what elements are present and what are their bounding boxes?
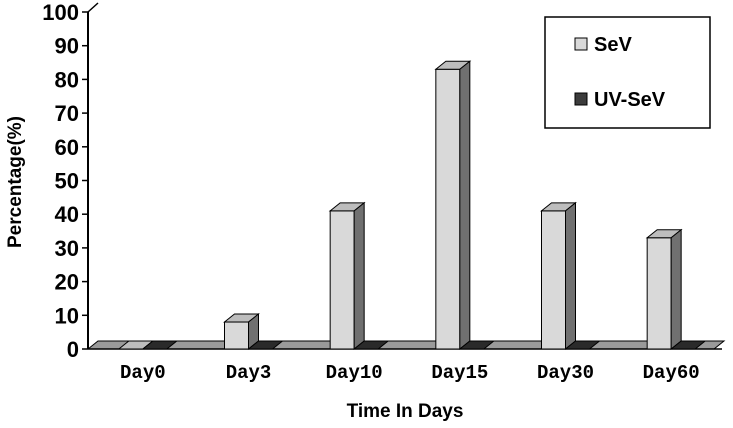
y-ticks: 0 10 20 30 40 50 60 70 80 90 100	[42, 0, 88, 362]
legend-label-sev: SeV	[594, 34, 632, 56]
y-axis-back-line	[87, 2, 99, 13]
y-tick-label: 70	[55, 101, 79, 126]
bar-side	[459, 60, 471, 351]
bar-uv-sev-day60	[669, 340, 707, 350]
y-tick-label: 10	[55, 303, 79, 328]
bars	[117, 60, 707, 351]
bar-front	[541, 210, 566, 350]
bar-front	[329, 210, 355, 350]
y-tick-label: 60	[55, 135, 79, 160]
bar-top	[669, 340, 707, 350]
y-tick-label: 80	[55, 67, 79, 92]
chart-floor	[86, 340, 726, 350]
x-tick-label: Day10	[326, 362, 383, 384]
y-tick-label: 20	[55, 270, 79, 295]
y-tick-label: 30	[55, 236, 79, 261]
bar-uv-sev-day15	[458, 340, 496, 350]
bar-front	[435, 68, 461, 350]
bar-top	[247, 340, 284, 350]
legend: SeV UV-SeV	[544, 16, 711, 129]
bar-sev-day60	[645, 228, 683, 351]
bar-front	[224, 321, 249, 350]
bar-uv-sev-day30	[564, 340, 601, 350]
x-tick-label: Day3	[226, 362, 272, 384]
bar-uv-sev-day3	[247, 340, 284, 350]
x-axis-title: Time In Days	[347, 401, 464, 422]
bar-top	[352, 340, 390, 350]
y-tick-label: 100	[42, 0, 79, 25]
bar-top	[458, 340, 496, 350]
y-tick-label: 90	[55, 34, 79, 59]
y-tick-label: 0	[67, 337, 79, 362]
bar-front	[646, 237, 672, 350]
bar-side	[565, 201, 576, 351]
x-tick-label: Day0	[120, 362, 166, 384]
legend-box	[544, 16, 711, 129]
bar-sev-day3	[223, 312, 260, 351]
bar-top	[141, 340, 179, 350]
bar-uv-sev-day0	[141, 340, 179, 350]
x-tick-label: Day60	[643, 362, 700, 384]
legend-label-uv-sev: UV-SeV	[594, 89, 666, 111]
bar-uv-sev-day10	[352, 340, 390, 350]
bar-sev-day30	[540, 201, 577, 351]
y-tick-label: 40	[55, 202, 79, 227]
bar-sev-day15	[434, 60, 472, 351]
bar-sev-day10	[328, 201, 366, 351]
x-ticks: Day0 Day3 Day10 Day15 Day30 Day60	[120, 362, 700, 384]
bar-side	[353, 201, 365, 351]
y-tick-label: 50	[55, 169, 79, 194]
x-tick-label: Day15	[431, 362, 488, 384]
bar-top	[564, 340, 601, 350]
legend-swatch-sev	[574, 37, 588, 51]
bar-side	[670, 228, 682, 351]
y-axis-title: Percentage(%)	[5, 116, 26, 248]
x-tick-label: Day30	[537, 362, 594, 384]
floor-plane	[86, 340, 726, 350]
legend-swatch-uv-sev	[574, 92, 588, 106]
